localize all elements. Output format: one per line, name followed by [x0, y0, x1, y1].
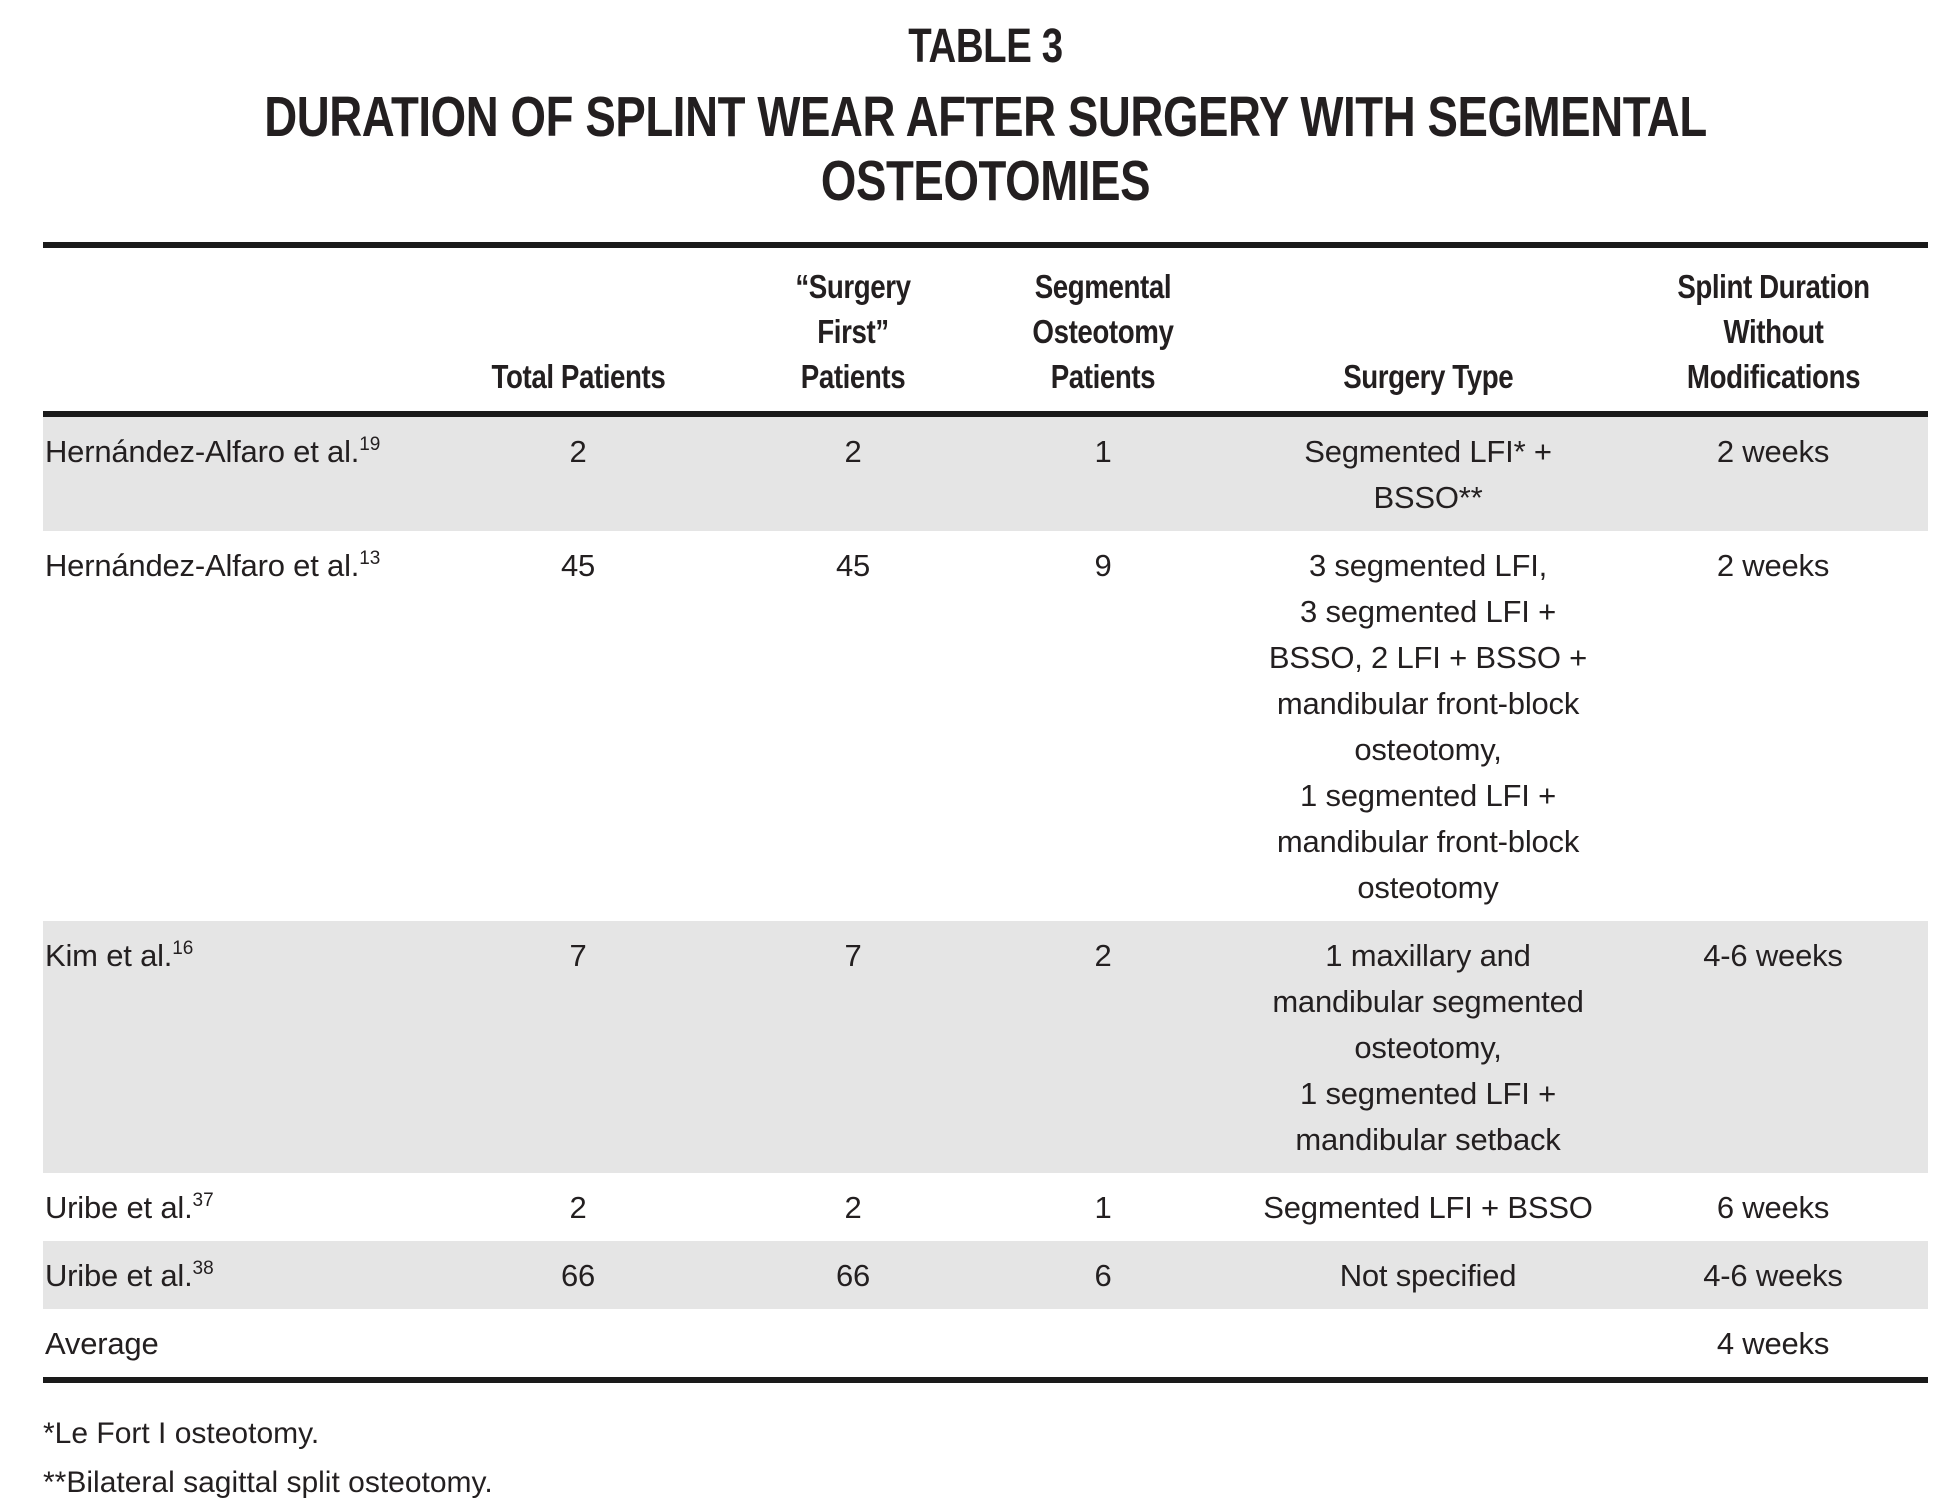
surgery-first-patients-cell: 2: [844, 434, 862, 469]
study-cell: Uribe et al.37: [43, 1173, 418, 1241]
splint-duration-cell: 2 weeks: [1716, 548, 1830, 583]
footnotes: *Le Fort I osteotomy. **Bilateral sagitt…: [43, 1409, 1928, 1507]
header-row: Total Patients “Surgery First” Patients …: [43, 245, 1928, 417]
splint-duration-cell: 4 weeks: [1716, 1326, 1830, 1361]
study-name: Hernández-Alfaro et al.: [45, 434, 360, 469]
segmental-osteotomy-patients-cell: 9: [1094, 548, 1112, 583]
study-name: Uribe et al.: [45, 1190, 193, 1225]
study-cell: Kim et al.16: [43, 921, 418, 1173]
footnote-bsso: **Bilateral sagittal split osteotomy.: [43, 1466, 493, 1499]
table-body: Hernández-Alfaro et al.19 2 2 1 Segmente…: [43, 414, 1928, 1380]
table-row: Hernández-Alfaro et al.13 45 45 9 3 segm…: [43, 531, 1928, 921]
surgery-type-cell: 1 maxillary and mandibular segmented ost…: [1272, 938, 1584, 1157]
study-cell: Uribe et al.38: [43, 1241, 418, 1309]
study-ref: 37: [192, 1190, 214, 1211]
study-ref: 38: [192, 1258, 214, 1279]
study-name: Hernández-Alfaro et al.: [45, 548, 360, 583]
table-number: TABLE 3: [43, 20, 1928, 85]
surgery-type-cell: Not specified: [1339, 1258, 1517, 1293]
table-number-text: TABLE 3: [908, 20, 1063, 73]
total-patients-cell: [418, 1309, 738, 1380]
table-row: Kim et al.16 7 7 2 1 maxillary and mandi…: [43, 921, 1928, 1173]
total-patients-cell: 45: [560, 548, 596, 583]
table-row: Hernández-Alfaro et al.19 2 2 1 Segmente…: [43, 414, 1928, 531]
table-heading-text: DURATION OF SPLINT WEAR AFTER SURGERY WI…: [264, 85, 1707, 213]
splint-duration-cell: 2 weeks: [1716, 434, 1830, 469]
surgery-first-patients-cell: 7: [844, 938, 862, 973]
surgery-first-patients-cell: 2: [844, 1190, 862, 1225]
surgery-first-patients-cell: [738, 1309, 968, 1380]
surgery-type-cell: Segmented LFI* + BSSO**: [1304, 434, 1552, 515]
segmental-osteotomy-patients-cell: 1: [1094, 1190, 1112, 1225]
splint-duration-cell: 4-6 weeks: [1703, 938, 1843, 973]
table-caption: TABLE 3 DURATION OF SPLINT WEAR AFTER SU…: [43, 20, 1928, 228]
table-heading: DURATION OF SPLINT WEAR AFTER SURGERY WI…: [43, 85, 1928, 228]
study-ref: 16: [172, 938, 194, 959]
study-name: Kim et al.: [45, 938, 173, 973]
table-row: Uribe et al.38 66 66 6 Not specified 4-6…: [43, 1241, 1928, 1309]
total-patients-cell: 66: [560, 1258, 596, 1293]
table-header: Total Patients “Surgery First” Patients …: [43, 245, 1928, 417]
footnote-le-fort: *Le Fort I osteotomy.: [43, 1417, 320, 1450]
segmental-osteotomy-patients-cell: 2: [1094, 938, 1112, 973]
total-patients-cell: 7: [569, 938, 587, 973]
segmental-osteotomy-patients-cell: [968, 1309, 1238, 1380]
study-name: Average: [45, 1326, 159, 1361]
total-patients-cell: 2: [569, 1190, 587, 1225]
table-row: Average 4 weeks: [43, 1309, 1928, 1380]
surgery-first-patients-cell: 45: [835, 548, 871, 583]
splint-duration-cell: 4-6 weeks: [1703, 1258, 1843, 1293]
header-surgery-type: Surgery Type: [1238, 245, 1618, 417]
splint-duration-cell: 6 weeks: [1716, 1190, 1830, 1225]
page: TABLE 3 DURATION OF SPLINT WEAR AFTER SU…: [43, 0, 1928, 1507]
study-name: Uribe et al.: [45, 1258, 193, 1293]
header-study: [43, 245, 418, 417]
surgery-type-cell: 3 segmented LFI, 3 segmented LFI + BSSO,…: [1268, 548, 1588, 905]
header-total-patients: Total Patients: [418, 245, 738, 417]
header-splint-duration: Splint Duration Without Modifications: [1618, 245, 1928, 417]
segmental-osteotomy-patients-cell: 6: [1094, 1258, 1112, 1293]
surgery-type-cell: Segmented LFI + BSSO: [1263, 1190, 1593, 1225]
table-row: Uribe et al.37 2 2 1 Segmented LFI + BSS…: [43, 1173, 1928, 1241]
surgery-type-cell: [1238, 1309, 1618, 1380]
surgery-first-patients-cell: 66: [835, 1258, 871, 1293]
header-segmental-osteotomy-patients: Segmental Osteotomy Patients: [968, 245, 1238, 417]
study-cell: Hernández-Alfaro et al.13: [43, 531, 418, 921]
study-cell: Hernández-Alfaro et al.19: [43, 414, 418, 531]
study-cell: Average: [43, 1309, 418, 1380]
study-ref: 13: [359, 548, 381, 569]
segmental-osteotomy-patients-cell: 1: [1094, 434, 1112, 469]
splint-duration-table: Total Patients “Surgery First” Patients …: [43, 242, 1928, 1383]
study-ref: 19: [359, 434, 381, 455]
total-patients-cell: 2: [569, 434, 587, 469]
header-surgery-first-patients: “Surgery First” Patients: [738, 245, 968, 417]
